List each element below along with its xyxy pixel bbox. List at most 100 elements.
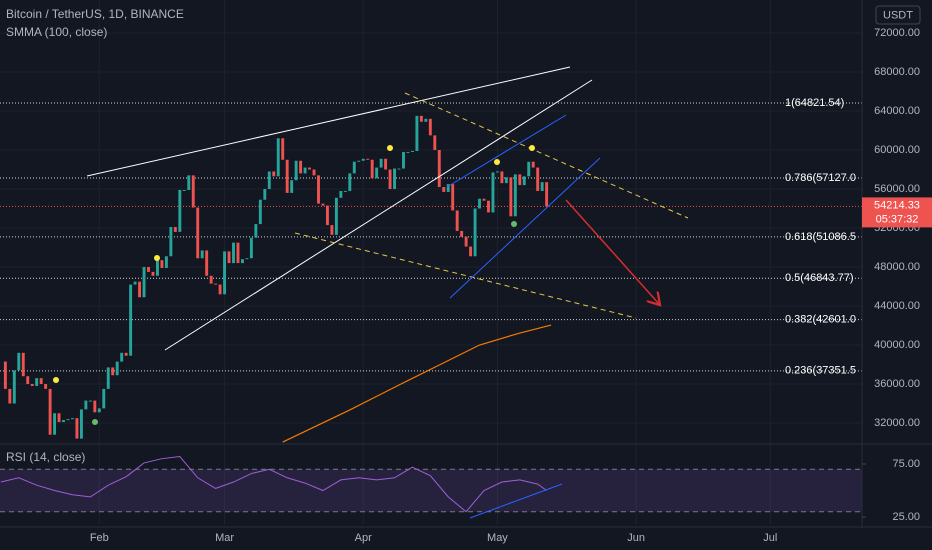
candle-body	[57, 413, 61, 423]
candle-body	[236, 242, 240, 264]
candle-body	[339, 190, 343, 198]
fib-label: 1(64821.54)	[785, 97, 844, 109]
candle-body	[388, 169, 392, 190]
candle-body	[437, 150, 441, 188]
candle-body	[536, 167, 540, 191]
candle-body	[531, 161, 535, 168]
fib-label: 0.786(57127.0	[785, 172, 856, 184]
candle-body	[464, 236, 468, 247]
signal-dot	[154, 255, 160, 261]
candle-body	[473, 208, 477, 257]
candle-body	[317, 175, 320, 204]
candle-body	[272, 171, 276, 177]
candle-body	[223, 251, 227, 295]
rsi-trend-line	[469, 483, 563, 519]
candle-body	[495, 171, 499, 173]
candle-body	[487, 200, 490, 213]
rsi-tick-label: 25.00	[892, 511, 920, 523]
smma-line	[282, 324, 552, 443]
candle-body	[348, 173, 352, 191]
y-tick-label: 68000.00	[874, 66, 920, 78]
candle-body	[39, 378, 43, 385]
candle-body	[500, 171, 504, 184]
candle-body	[518, 174, 522, 186]
rsi-label: RSI (14, close)	[6, 450, 85, 464]
candle-body	[504, 177, 508, 184]
candle-body	[21, 352, 25, 377]
candle-body	[455, 210, 459, 231]
candle-body	[151, 271, 155, 276]
candle-body	[281, 138, 285, 160]
candle-body	[245, 258, 249, 260]
candle-body	[169, 227, 173, 257]
channel-line	[449, 157, 601, 299]
candle-body	[509, 177, 513, 217]
countdown: 05:37:32	[876, 213, 919, 225]
candle-body	[290, 180, 294, 193]
candle-body	[44, 384, 48, 389]
candle-body	[446, 184, 450, 192]
y-tick-label: 32000.00	[874, 417, 920, 429]
candle-body	[299, 160, 303, 174]
candle-body	[428, 118, 432, 136]
candle-body	[62, 420, 65, 423]
candle-body	[303, 167, 307, 174]
currency-box[interactable]	[875, 5, 921, 25]
indicator-label: SMMA (100, close)	[6, 25, 107, 39]
candle-body	[366, 158, 370, 160]
candle-body	[379, 158, 383, 168]
trend-line	[86, 66, 571, 177]
candle-body	[240, 259, 244, 264]
fib-levels: 1(64821.54) 0.786(57127.0 0.618(51086.5 0.5…	[0, 97, 862, 377]
candle-body	[513, 174, 517, 217]
currency[interactable]: USDT	[883, 9, 913, 21]
candle-body	[97, 408, 101, 413]
candle-body	[540, 182, 544, 191]
signal-dot	[53, 377, 59, 383]
candle-body	[352, 161, 356, 174]
fib-label: 0.382(42601.0	[785, 314, 856, 326]
candle-body	[93, 400, 97, 413]
candle-body	[491, 172, 495, 213]
candle-body	[173, 227, 177, 232]
candle-body	[102, 388, 106, 409]
candle-body	[115, 361, 119, 376]
candle-body	[254, 224, 258, 238]
candle-body	[12, 370, 16, 404]
y-tick-label: 72000.00	[874, 27, 920, 39]
fib-label: 0.618(51086.5	[785, 231, 856, 243]
candle-body	[402, 151, 405, 169]
signal-dot	[494, 159, 500, 165]
rsi-band	[0, 469, 862, 512]
last-price-label: 54214.33	[874, 199, 920, 211]
y-tick-label: 56000.00	[874, 183, 920, 195]
candle-body	[263, 189, 267, 200]
candle-body	[3, 361, 7, 389]
dashed-trend-line	[294, 232, 637, 319]
candle-body	[325, 205, 329, 226]
candle-body	[138, 281, 142, 298]
dashed-trend-line	[404, 92, 689, 219]
candle-body	[66, 419, 70, 421]
candle-body	[267, 171, 271, 190]
candle-body	[48, 388, 52, 435]
drawings	[53, 66, 689, 425]
candle-body	[285, 159, 289, 193]
candle-body	[527, 161, 531, 177]
candle-body	[522, 176, 526, 186]
signal-dot	[529, 145, 535, 151]
candle-body	[182, 189, 186, 191]
candle-body	[424, 118, 428, 122]
y-tick-label: 44000.00	[874, 300, 920, 312]
fib-label: 0.5(46843.77)	[785, 272, 854, 284]
candle-body	[160, 260, 164, 268]
candle-body	[410, 150, 414, 152]
candle-body	[415, 115, 419, 151]
candle-body	[419, 115, 423, 122]
candle-body	[187, 175, 191, 190]
candle-body	[75, 418, 79, 439]
rsi-pane	[0, 456, 862, 513]
price-pane	[0, 115, 862, 443]
candle-body	[164, 256, 168, 268]
